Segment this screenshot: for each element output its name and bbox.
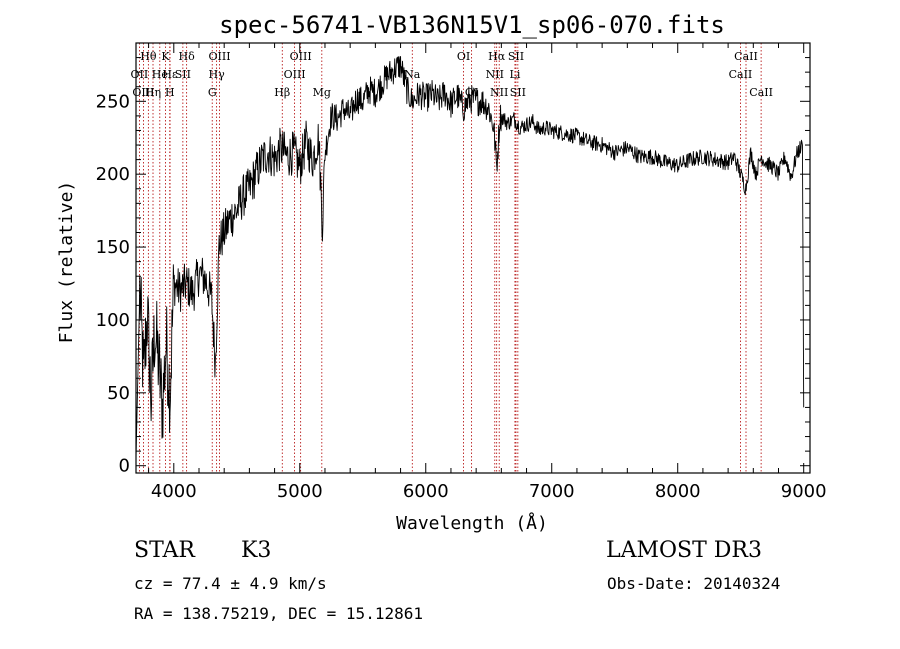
x-tick-label: 4000 <box>151 481 197 502</box>
x-tick-label: 9000 <box>781 481 827 502</box>
x-tick-label: 7000 <box>529 481 575 502</box>
coordinates: RA = 138.75219, DEC = 15.12861 <box>134 604 423 623</box>
series-layer <box>135 55 805 459</box>
x-tick-label: 6000 <box>403 481 449 502</box>
line-marker-label: Hα <box>488 50 506 63</box>
line-marker-label: G <box>208 86 217 99</box>
y-tick-label: 200 <box>96 164 130 185</box>
line-marker-label: Hδ <box>179 50 196 63</box>
line-marker-label: NII <box>490 86 508 99</box>
line-marker-label: Li <box>510 68 521 81</box>
spectrum-line-flux <box>135 55 805 459</box>
line-marker-label: Mg <box>313 86 331 99</box>
line-marker-label: Hβ <box>274 86 290 99</box>
plot-frame <box>135 42 811 474</box>
spectral-line-markers <box>139 43 762 473</box>
axes-layer: 4000 5000 6000 7000 8000 9000 0 50 100 150 200 250 <box>96 43 827 502</box>
line-marker-label: OIII <box>290 50 312 63</box>
y-axis-label: Flux (relative) <box>56 181 77 344</box>
line-marker-label: Hθ <box>140 50 157 63</box>
line-marker-label: SII <box>175 68 191 81</box>
chart-title: spec-56741-VB136N15V1_sp06-070.fits <box>219 11 725 39</box>
line-marker-label: He <box>152 68 168 81</box>
y-tick-label: 100 <box>96 310 130 331</box>
y-tick-label: 50 <box>107 383 130 404</box>
line-marker-label: H <box>165 86 175 99</box>
observation-date: Obs-Date: 20140324 <box>607 574 781 593</box>
x-axis-label: Wavelength (Å) <box>396 512 548 534</box>
line-marker-label: Hγ <box>209 68 226 81</box>
line-marker-label: Na <box>404 68 421 81</box>
line-marker-label: OIII <box>284 68 306 81</box>
line-marker-label: SII <box>510 86 526 99</box>
line-marker-label: SII <box>508 50 524 63</box>
y-tick-label: 250 <box>96 91 130 112</box>
line-marker-label: OI <box>457 50 470 63</box>
line-marker-label: OIII <box>208 50 230 63</box>
line-marker-label: NII <box>486 68 504 81</box>
line-marker-label: OII <box>131 68 149 81</box>
redshift-info: cz = 77.4 ± 4.9 km/s <box>134 574 327 593</box>
survey-name: LAMOST DR3 <box>606 538 762 563</box>
object-class: STAR <box>134 538 195 563</box>
line-marker-label: Hε <box>162 68 178 81</box>
line-marker-label: K <box>161 50 170 63</box>
x-tick-label: 5000 <box>277 481 323 502</box>
line-marker-label: OIII <box>132 86 154 99</box>
line-marker-label: CaII <box>749 86 773 99</box>
x-tick-label: 8000 <box>655 481 701 502</box>
line-marker-label: CaII <box>729 68 753 81</box>
line-marker-label: CaII <box>734 50 758 63</box>
object-subclass: K3 <box>241 538 272 563</box>
y-tick-label: 150 <box>96 237 130 258</box>
y-tick-label: 0 <box>119 456 130 477</box>
line-marker-label: Hη <box>145 86 161 99</box>
